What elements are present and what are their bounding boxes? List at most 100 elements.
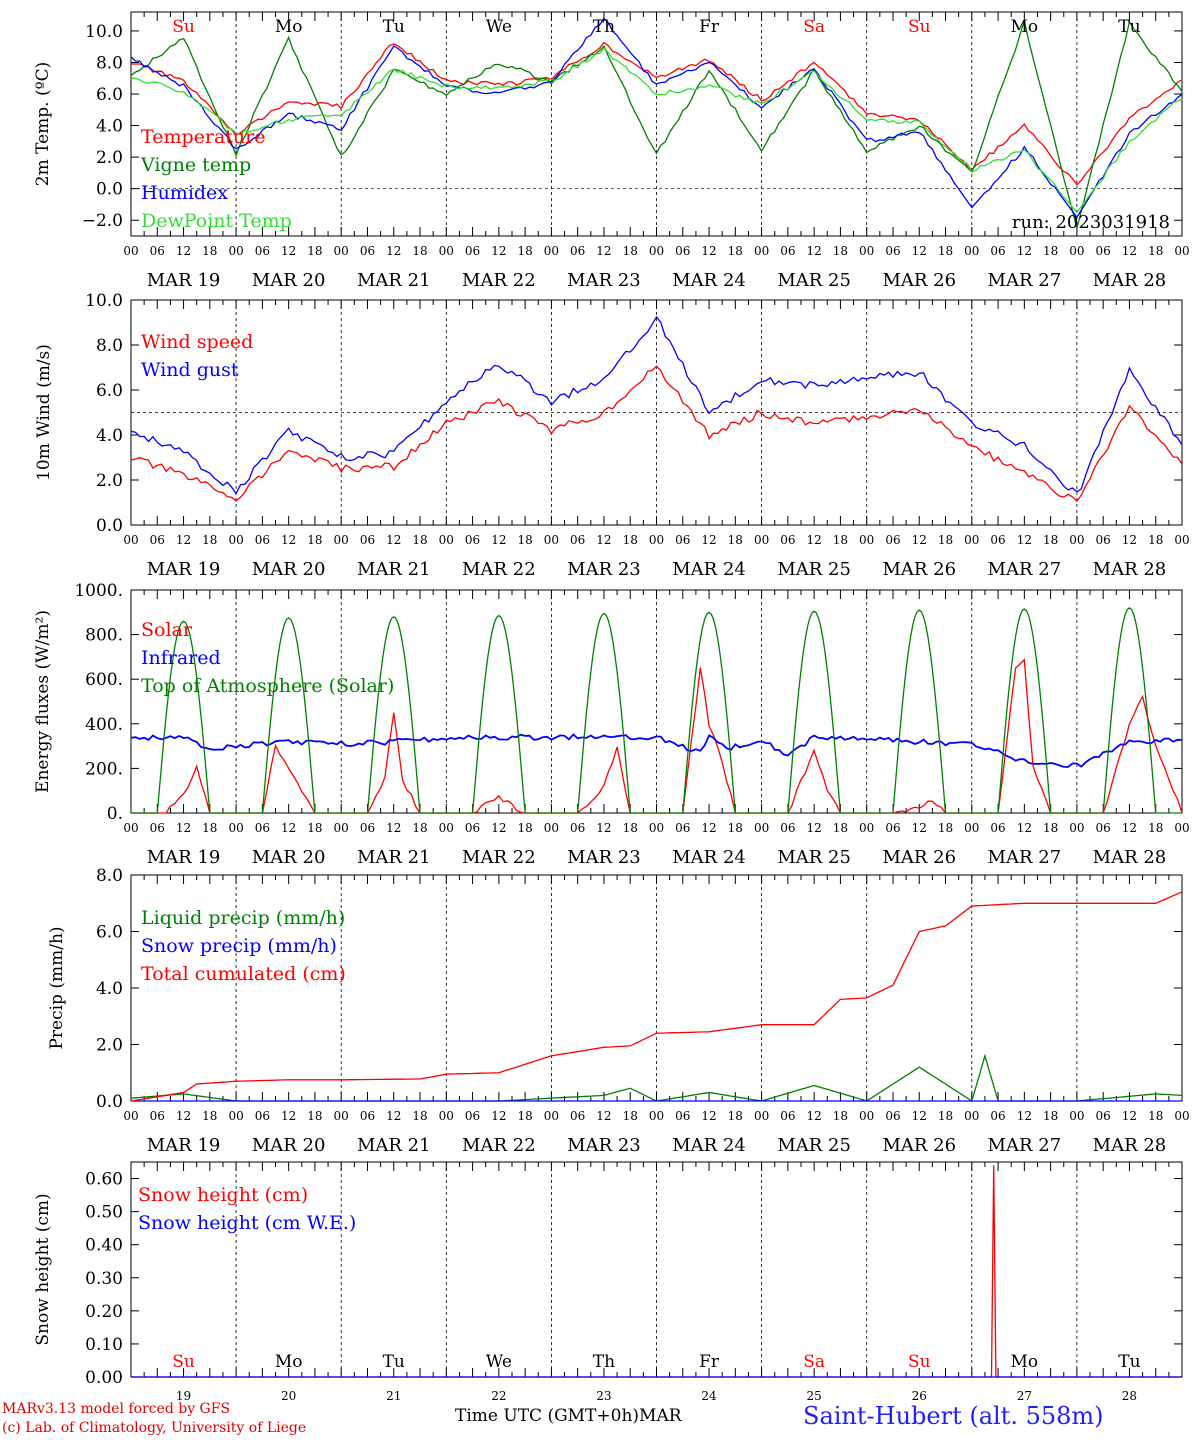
y-tick-label: 800. xyxy=(85,626,123,646)
hour-label: 12 xyxy=(386,533,401,547)
y-axis-title: Energy fluxes (W/m²) xyxy=(33,610,53,793)
day-number-label: 19 xyxy=(176,1389,191,1403)
hour-label: 18 xyxy=(202,821,217,835)
hour-label: 18 xyxy=(938,1109,953,1123)
hour-label: 06 xyxy=(885,244,900,258)
y-tick-label: 4.0 xyxy=(96,117,123,137)
hour-label: 00 xyxy=(228,1109,243,1123)
hour-label: 12 xyxy=(491,533,506,547)
day-of-week-label: Tu xyxy=(383,1352,405,1372)
hour-label: 12 xyxy=(176,533,191,547)
legend-entry: Infrared xyxy=(141,647,221,669)
legend-entry: Liquid precip (mm/h) xyxy=(141,907,345,929)
legend-entry: DewPoint Temp xyxy=(141,210,292,232)
y-tick-label: 200. xyxy=(85,759,123,779)
hour-label: 00 xyxy=(859,821,874,835)
hour-label: 06 xyxy=(570,533,585,547)
y-tick-label: 0.0 xyxy=(96,180,123,200)
hour-label: 12 xyxy=(596,244,611,258)
legend-entry: Top of Atmosphere (Solar) xyxy=(141,675,394,697)
y-tick-label: 400. xyxy=(85,715,123,735)
hour-label: 06 xyxy=(990,821,1005,835)
hour-label: 06 xyxy=(465,533,480,547)
hour-label: 00 xyxy=(544,533,559,547)
hour-label: 06 xyxy=(150,821,165,835)
hour-label: 18 xyxy=(202,533,217,547)
hour-label: 00 xyxy=(649,244,664,258)
y-tick-label: 8.0 xyxy=(96,336,123,356)
legend-entry: Snow height (cm) xyxy=(138,1184,308,1206)
date-label: MAR 28 xyxy=(1093,847,1167,868)
hour-label: 06 xyxy=(360,244,375,258)
hour-label: 06 xyxy=(255,1109,270,1123)
hour-label: 00 xyxy=(964,244,979,258)
date-label: MAR 27 xyxy=(988,559,1062,580)
hour-label: 06 xyxy=(1096,533,1111,547)
hour-label: 12 xyxy=(386,244,401,258)
date-label: MAR 20 xyxy=(252,847,326,868)
date-label: MAR 26 xyxy=(882,1135,956,1156)
station-name: Saint-Hubert (alt. 558m) xyxy=(803,1402,1104,1430)
hour-label: 18 xyxy=(517,821,532,835)
date-label: MAR 26 xyxy=(882,270,956,291)
date-label: MAR 28 xyxy=(1093,559,1167,580)
hour-label: 18 xyxy=(517,533,532,547)
day-of-week-label: Tu xyxy=(1118,1352,1140,1372)
hour-label: 06 xyxy=(465,244,480,258)
y-tick-label: 0.00 xyxy=(85,1368,123,1388)
hour-label: 00 xyxy=(1069,1109,1084,1123)
hour-label: 18 xyxy=(412,244,427,258)
date-label: MAR 20 xyxy=(252,559,326,580)
day-of-week-label: Mo xyxy=(1011,1352,1039,1372)
hour-label: 00 xyxy=(123,1109,138,1123)
hour-label: 00 xyxy=(754,244,769,258)
date-label: MAR 24 xyxy=(672,270,746,291)
date-label: MAR 21 xyxy=(357,559,431,580)
date-label: MAR 22 xyxy=(462,847,536,868)
hour-label: 12 xyxy=(596,533,611,547)
day-of-week-label: We xyxy=(486,1352,512,1372)
legend-entry: Snow precip (mm/h) xyxy=(141,935,337,957)
hour-label: 12 xyxy=(1017,533,1032,547)
date-label: MAR 20 xyxy=(252,1135,326,1156)
hour-label: 18 xyxy=(202,1109,217,1123)
day-of-week-label: Th xyxy=(593,1352,615,1372)
hour-label: 00 xyxy=(334,533,349,547)
hour-label: 18 xyxy=(1043,244,1058,258)
hour-label: 06 xyxy=(570,244,585,258)
hour-label: 18 xyxy=(623,533,638,547)
hour-label: 00 xyxy=(228,821,243,835)
date-label: MAR 28 xyxy=(1093,1135,1167,1156)
day-number-label: 28 xyxy=(1122,1389,1137,1403)
hour-label: 00 xyxy=(334,1109,349,1123)
hour-label: 06 xyxy=(780,244,795,258)
hour-label: 12 xyxy=(596,1109,611,1123)
hour-label: 06 xyxy=(360,533,375,547)
date-label: MAR 26 xyxy=(882,847,956,868)
hour-label: 18 xyxy=(517,244,532,258)
hour-label: 12 xyxy=(807,821,822,835)
hour-label: 00 xyxy=(439,821,454,835)
day-of-week-label: We xyxy=(486,17,512,37)
series-temperature-line xyxy=(131,41,1183,186)
hour-label: 18 xyxy=(833,533,848,547)
hour-label: 12 xyxy=(1017,1109,1032,1123)
lab-credit: (c) Lab. of Climatology, University of L… xyxy=(2,1420,307,1436)
y-tick-label: 0.0 xyxy=(96,516,123,536)
hour-label: 18 xyxy=(623,821,638,835)
run-annotation: run: 2023031918 xyxy=(1012,212,1170,233)
hour-label: 12 xyxy=(491,1109,506,1123)
date-label: MAR 27 xyxy=(988,270,1062,291)
hour-label: 06 xyxy=(780,533,795,547)
hour-label: 06 xyxy=(150,244,165,258)
day-number-label: 23 xyxy=(596,1389,611,1403)
date-label: MAR 22 xyxy=(462,1135,536,1156)
time-axis-month: MAR xyxy=(639,1406,682,1426)
hour-label: 18 xyxy=(1043,821,1058,835)
hour-label: 12 xyxy=(491,244,506,258)
date-label: MAR 23 xyxy=(567,270,641,291)
y-axis-title: Snow height (cm) xyxy=(33,1193,53,1345)
hour-label: 00 xyxy=(1069,533,1084,547)
y-tick-label: 0.60 xyxy=(85,1170,123,1190)
hour-label: 00 xyxy=(334,244,349,258)
